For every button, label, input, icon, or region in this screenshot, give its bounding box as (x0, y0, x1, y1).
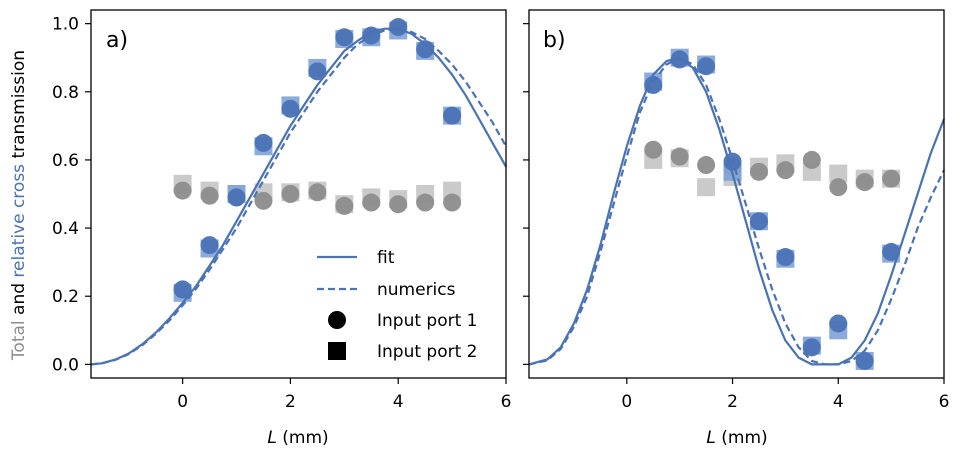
data-point-port1 (416, 193, 435, 212)
data-point-port1 (389, 195, 408, 214)
plot-frame (528, 9, 945, 379)
y-axis-label-relative-cross: relative cross (9, 164, 29, 278)
x-tick-label: 2 (285, 392, 296, 412)
data-point-port1 (776, 248, 795, 267)
fit-line (90, 27, 507, 366)
y-axis-label-total: Total (9, 320, 29, 361)
x-tick-label: 6 (939, 392, 950, 412)
legend-port1-marker (328, 311, 346, 329)
data-point-port1 (362, 193, 381, 212)
legend-numerics-label: numerics (377, 280, 456, 300)
panel-label-b: b) (543, 28, 566, 53)
x-tick-label: 0 (621, 392, 632, 412)
data-point-port1 (882, 242, 901, 261)
x-axis-label-b-unit: (mm) (716, 428, 768, 448)
data-point-port1 (335, 196, 354, 215)
x-axis-label-b-var: L (706, 428, 715, 448)
y-tick-label: 0.6 (52, 151, 79, 171)
legend-port2-label: Input port 2 (377, 342, 478, 362)
panel-label-a: a) (106, 28, 128, 53)
x-tick-label: 4 (833, 392, 844, 412)
data-point-port1 (227, 188, 246, 207)
x-axis-label-a-var: L (267, 428, 276, 448)
y-axis-label: Total and relative cross transmission (9, 50, 29, 361)
data-point-port1 (749, 162, 768, 181)
data-point-port2 (829, 164, 848, 183)
data-point-port1 (802, 150, 821, 169)
data-point-port1 (829, 314, 848, 333)
panel-b: 0 2 4 6 (523, 9, 950, 412)
data-point-port1 (173, 280, 192, 299)
y-tick-label: 0.4 (52, 219, 79, 239)
data-point-port2 (697, 178, 716, 197)
y-axis-label-and: and (9, 278, 29, 321)
x-axis-label-a: L (mm) (267, 428, 328, 448)
data-point-port1 (802, 338, 821, 357)
data-point-port1 (173, 181, 192, 200)
numerics-line (528, 56, 945, 366)
fit-line (528, 56, 946, 366)
x-tick-label: 2 (727, 392, 738, 412)
data-point-port1 (200, 186, 219, 205)
data-point-port1 (855, 173, 874, 192)
data-point-port1 (882, 169, 901, 188)
data-point-port1 (670, 50, 689, 69)
data-point-port1 (254, 191, 273, 210)
data-point-port1 (389, 18, 408, 37)
plot-frame (90, 9, 507, 379)
panel-a: 0 2 4 6 0.0 0.2 0.4 0.6 0.8 1.0 (52, 9, 512, 412)
x-axis-label-b: L (mm) (706, 428, 767, 448)
y-tick-label: 0.8 (52, 83, 79, 103)
data-point-port1 (749, 212, 768, 231)
data-point-port1 (443, 193, 462, 212)
data-point-port1 (200, 236, 219, 255)
data-point-port1 (855, 351, 874, 370)
x-tick-label: 6 (501, 392, 512, 412)
data-point-port1 (697, 156, 716, 175)
y-axis-label-transmission: transmission (9, 50, 29, 164)
legend-fit-label: fit (377, 248, 395, 268)
legend-port1-label: Input port 1 (377, 311, 478, 331)
y-tick-label: 1.0 (52, 15, 79, 35)
data-point-port1 (776, 161, 795, 180)
y-tick-label: 0.2 (52, 287, 79, 307)
data-point-port1 (308, 62, 327, 81)
data-point-port1 (829, 178, 848, 197)
data-point-port1 (308, 183, 327, 202)
data-point-port1 (670, 147, 689, 166)
data-point-port1 (644, 140, 663, 159)
x-tick-label: 0 (177, 392, 188, 412)
legend-port2-marker (328, 342, 346, 360)
data-point-port1 (281, 185, 300, 203)
data-point-port1 (416, 40, 435, 59)
data-point-port1 (443, 106, 462, 125)
data-point-port1 (281, 99, 300, 118)
data-point-port1 (697, 57, 716, 76)
data-point-port1 (254, 133, 273, 152)
data-point-port1 (335, 28, 354, 47)
y-tick-label: 0.0 (52, 355, 79, 375)
legend: fit numerics Input port 1 Input port 2 (317, 248, 478, 362)
x-tick-label: 4 (393, 392, 404, 412)
x-axis-label-a-unit: (mm) (277, 428, 329, 448)
